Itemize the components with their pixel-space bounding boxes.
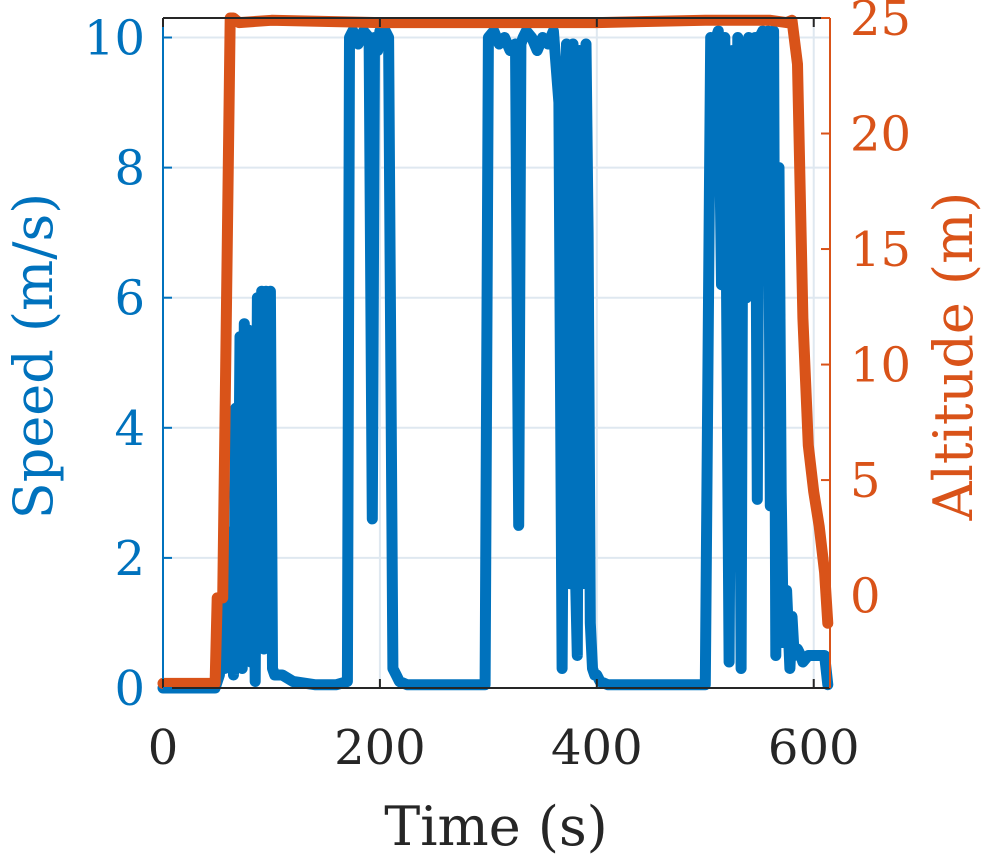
- left-y-axis-title: Speed (m/s): [2, 193, 65, 519]
- right-y-tick-label: 0: [850, 569, 881, 625]
- right-y-tick-label: 25: [850, 0, 911, 47]
- right-y-tick-label: 5: [850, 453, 881, 509]
- x-tick-label: 400: [551, 720, 643, 776]
- left-y-tick-label: 2: [114, 531, 145, 587]
- series-layer: [157, 12, 834, 694]
- left-y-tick-label: 0: [114, 661, 145, 717]
- axes-layer: [162, 17, 831, 689]
- left-y-tick-label: 6: [114, 271, 145, 327]
- x-tick-label: 600: [768, 720, 860, 776]
- x-tick-label: 0: [148, 720, 179, 776]
- right-y-tick-label: 20: [850, 107, 911, 163]
- x-tick-label: 200: [334, 720, 426, 776]
- right-y-tick-label: 10: [850, 338, 911, 394]
- altitude-series-line: [157, 12, 834, 689]
- x-axis-title: Time (s): [384, 795, 607, 858]
- right-y-axis-title: Altitude (m): [922, 192, 985, 522]
- left-y-tick-label: 10: [84, 11, 145, 67]
- ticks-layer: 0 200 400 600 0 2 4 6 8 10 0 5 10 15 20 25: [84, 0, 911, 776]
- right-y-tick-label: 15: [850, 222, 911, 278]
- left-y-tick-label: 8: [114, 141, 145, 197]
- speed-series-line: [157, 25, 834, 694]
- left-y-tick-label: 4: [114, 401, 145, 457]
